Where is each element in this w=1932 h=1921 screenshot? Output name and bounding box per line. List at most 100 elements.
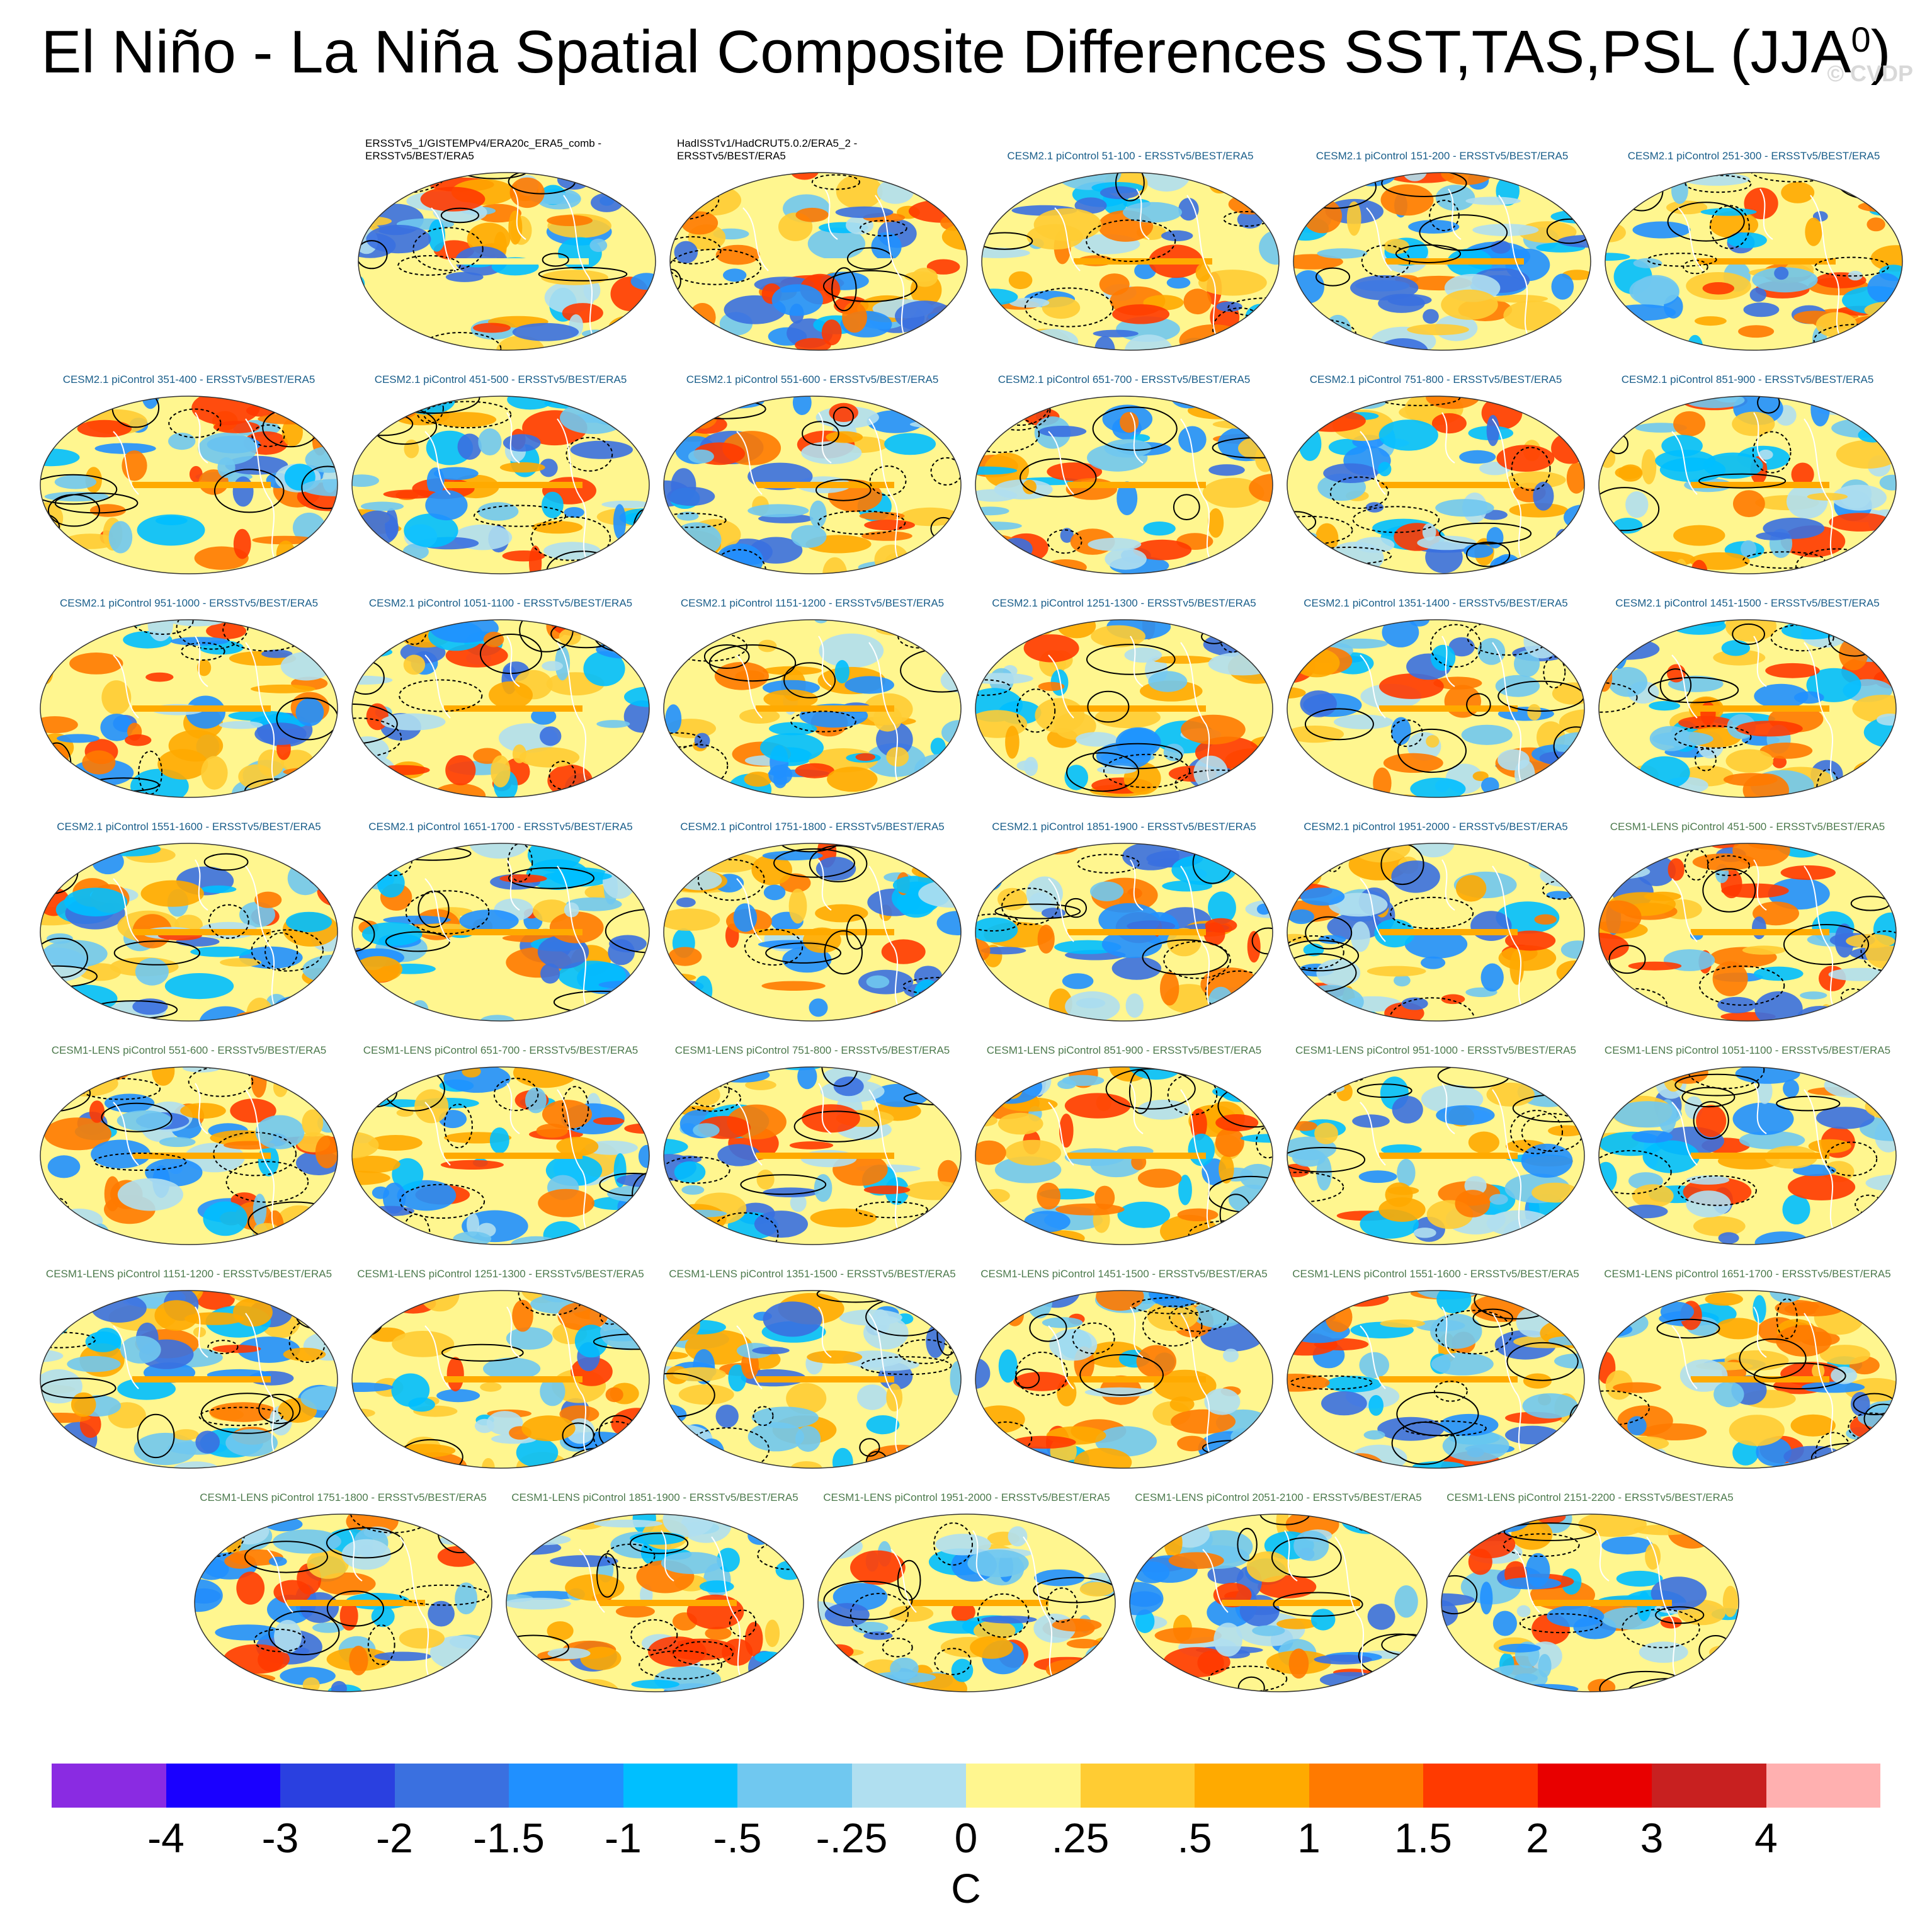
global-map-panel (38, 841, 340, 1023)
colorbar-tick-label: 3 (1640, 1815, 1664, 1861)
panel-title: CESM1-LENS piControl 2051-2100 - ERSSTv5… (1135, 1491, 1422, 1503)
global-map-panel (38, 1064, 340, 1247)
panel-title: CESM1-LENS piControl 551-600 - ERSSTv5/B… (51, 1044, 327, 1056)
global-map-panel (1596, 394, 1899, 576)
global-map-panel (1127, 1512, 1429, 1694)
global-map-panel (356, 170, 658, 353)
colorbar-tick-label: .5 (1177, 1815, 1212, 1861)
panel-title: CESM1-LENS piControl 451-500 - ERSSTv5/B… (1610, 821, 1885, 833)
colorbar-tick-label: -4 (147, 1815, 185, 1861)
colorbar-tick-label: -3 (261, 1815, 299, 1861)
panel-title: CESM1-LENS piControl 1151-1200 - ERSSTv5… (45, 1268, 332, 1280)
colorbar-tick-label: 1 (1297, 1815, 1321, 1861)
colorbar-swatch (280, 1764, 395, 1808)
global-map-panel (1285, 1064, 1587, 1247)
panel-title: CESM2.1 piControl 1451-1500 - ERSSTv5/BE… (1615, 597, 1880, 609)
global-map-panel (973, 1288, 1275, 1471)
global-map-panel (661, 1288, 963, 1471)
panel-title: CESM1-LENS piControl 1851-1900 - ERSSTv5… (511, 1491, 798, 1503)
global-map-panel (1285, 841, 1587, 1023)
colorbar-swatch (394, 1764, 509, 1808)
global-map-panel (1285, 394, 1587, 576)
colorbar-swatch (966, 1764, 1081, 1808)
global-map-panel (1285, 1288, 1587, 1471)
global-map-panel (668, 170, 970, 353)
global-map-panel (973, 617, 1275, 800)
colorbar-tick-label: -1 (605, 1815, 642, 1861)
colorbar-swatch (1195, 1764, 1309, 1808)
colorbar-swatch (1423, 1764, 1538, 1808)
global-map-panel (349, 394, 652, 576)
global-map-panel (661, 841, 963, 1023)
panel-title: CESM2.1 piControl 1551-1600 - ERSSTv5/BE… (57, 821, 321, 833)
global-map-panel (1596, 1064, 1899, 1247)
panel-title: CESM2.1 piControl 1651-1700 - ERSSTv5/BE… (368, 821, 633, 833)
global-map-panel (815, 1512, 1118, 1694)
panel-title: CESM1-LENS piControl 1051-1100 - ERSSTv5… (1604, 1044, 1891, 1056)
global-map-panel (1596, 1288, 1899, 1471)
global-map-panel (1439, 1512, 1741, 1694)
panel-title: CESM2.1 piControl 351-400 - ERSSTv5/BEST… (62, 373, 315, 385)
global-map-panel (38, 617, 340, 800)
panel-title: CESM2.1 piControl 1151-1200 - ERSSTv5/BE… (680, 597, 945, 609)
panel-title: CESM2.1 piControl 1051-1100 - ERSSTv5/BE… (368, 597, 633, 609)
global-map-panel (973, 394, 1275, 576)
panel-title: CESM1-LENS piControl 1251-1300 - ERSSTv5… (357, 1268, 644, 1280)
colorbar-swatch (851, 1764, 966, 1808)
colorbar-tick-label: -1.5 (473, 1815, 545, 1861)
colorbar-swatch (737, 1764, 852, 1808)
panel-title: CESM1-LENS piControl 651-700 - ERSSTv5/B… (363, 1044, 639, 1056)
panel-title: CESM1-LENS piControl 1551-1600 - ERSSTv5… (1292, 1268, 1579, 1280)
panel-title: CESM1-LENS piControl 1951-2000 - ERSSTv5… (823, 1491, 1110, 1503)
panel-title: CESM1-LENS piControl 1351-1500 - ERSSTv5… (669, 1268, 956, 1280)
colorbar-swatch (1309, 1764, 1423, 1808)
panel-title: CESM1-LENS piControl 851-900 - ERSSTv5/B… (986, 1044, 1262, 1056)
panel-title: CESM2.1 piControl 251-300 - ERSSTv5/BEST… (1627, 150, 1880, 162)
colorbar-swatch (52, 1764, 166, 1808)
global-map-panel (349, 1064, 652, 1247)
panel-title: CESM2.1 piControl 1751-1800 - ERSSTv5/BE… (680, 821, 945, 833)
colorbar-tick-label: -.25 (815, 1815, 888, 1861)
panel-title: CESM2.1 piControl 951-1000 - ERSSTv5/BES… (59, 597, 319, 609)
colorbar-swatch (1766, 1764, 1880, 1808)
colorbar-tick-label: 4 (1754, 1815, 1778, 1861)
colorbar-tick-label: -2 (376, 1815, 413, 1861)
panel-title: ERSSTv5_1/GISTEMPv4/ERA20c_ERA5_comb - E… (365, 137, 602, 162)
global-map-panel (973, 841, 1275, 1023)
global-map-panel (1596, 841, 1899, 1023)
global-map-panel (349, 841, 652, 1023)
panel-title: CESM1-LENS piControl 751-800 - ERSSTv5/B… (674, 1044, 950, 1056)
global-map-panel (979, 170, 1281, 353)
global-map-panel (661, 394, 963, 576)
colorbar-tick-label: 2 (1526, 1815, 1549, 1861)
global-map-panel (192, 1512, 494, 1694)
global-map-panel (38, 1288, 340, 1471)
global-map-panel (349, 1288, 652, 1471)
panel-title: CESM2.1 piControl 1951-2000 - ERSSTv5/BE… (1304, 821, 1568, 833)
colorbar-swatch (166, 1764, 280, 1808)
global-map-panel (1285, 617, 1587, 800)
global-map-panel (973, 1064, 1275, 1247)
panel-title: CESM2.1 piControl 451-500 - ERSSTv5/BEST… (374, 373, 627, 385)
colorbar-swatch (1080, 1764, 1195, 1808)
page-title: El Niño - La Niña Spatial Composite Diff… (41, 18, 1891, 86)
panel-title: CESM2.1 piControl 751-800 - ERSSTv5/BEST… (1309, 373, 1562, 385)
panel-title: CESM2.1 piControl 51-100 - ERSSTv5/BEST/… (1007, 150, 1254, 162)
cvdp-watermark: © CVDP (1827, 60, 1913, 86)
panel-title: CESM1-LENS piControl 1451-1500 - ERSSTv5… (980, 1268, 1268, 1280)
colorbar-swatch (623, 1764, 737, 1808)
panel-title: CESM2.1 piControl 1351-1400 - ERSSTv5/BE… (1304, 597, 1568, 609)
panel-title: CESM1-LENS piControl 951-1000 - ERSSTv5/… (1295, 1044, 1576, 1056)
panel-title: CESM1-LENS piControl 1651-1700 - ERSSTv5… (1604, 1268, 1891, 1280)
global-map-panel (1291, 170, 1593, 353)
global-map-panel (1603, 170, 1905, 353)
colorbar-units: C (951, 1865, 981, 1912)
global-map-panel (1596, 617, 1899, 800)
panel-title: CESM1-LENS piControl 2151-2200 - ERSSTv5… (1446, 1491, 1734, 1503)
global-map-panel (38, 394, 340, 576)
colorbar-tick-label: 1.5 (1394, 1815, 1452, 1861)
panel-title: CESM2.1 piControl 851-900 - ERSSTv5/BEST… (1621, 373, 1874, 385)
colorbar-tick-label: 0 (954, 1815, 978, 1861)
colorbar-tick-label: .25 (1051, 1815, 1110, 1861)
global-map-panel (661, 1064, 963, 1247)
